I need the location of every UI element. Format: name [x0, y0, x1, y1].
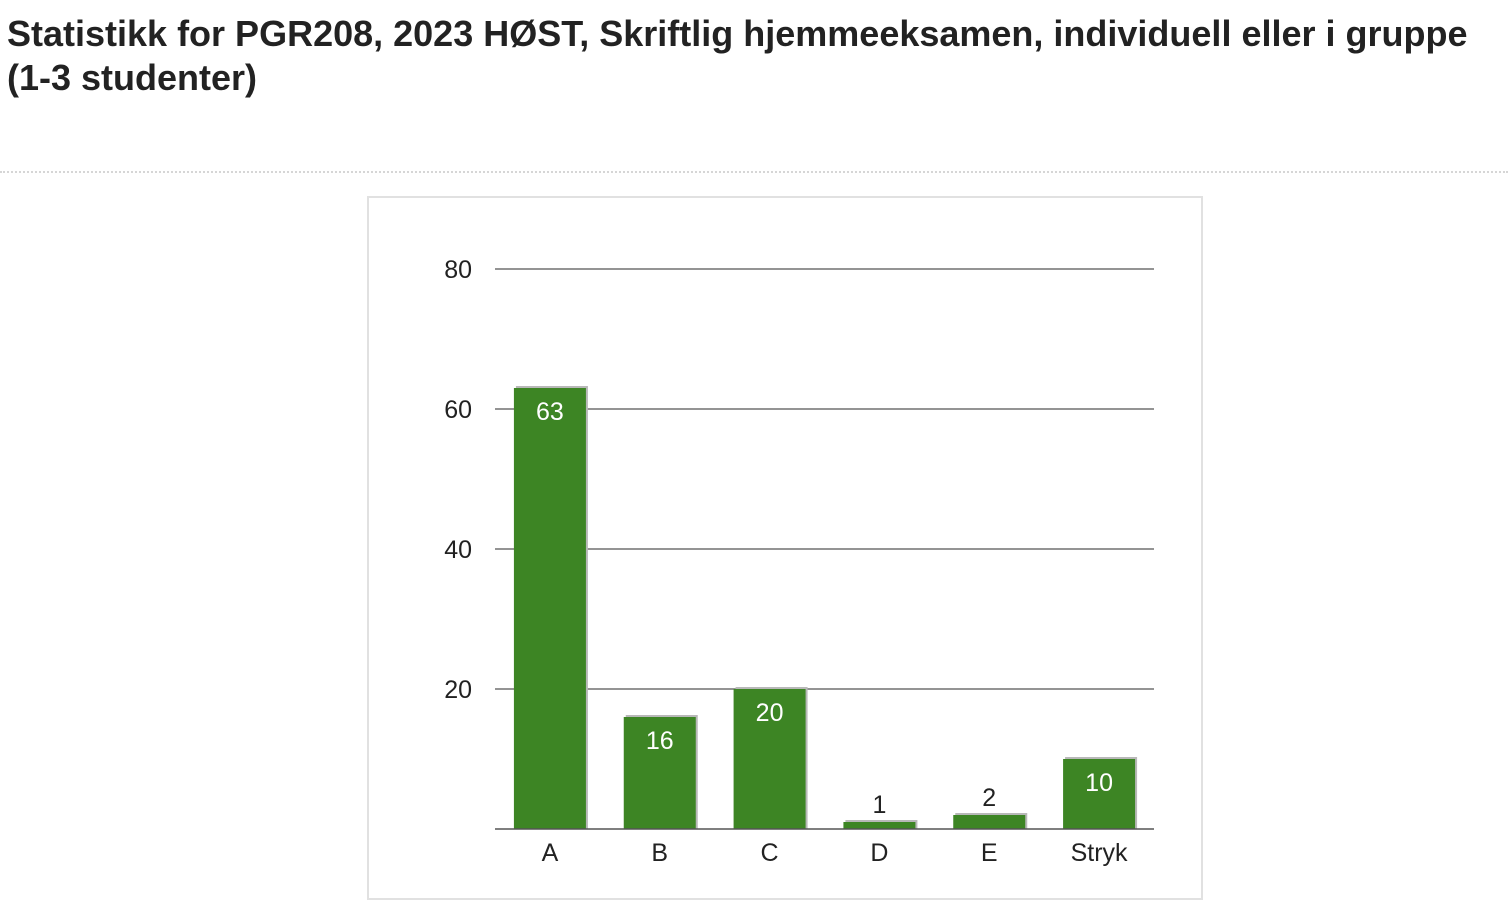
x-axis-categories: A B C D E Stryk	[542, 839, 1128, 867]
x-tick-label: E	[981, 839, 998, 867]
data-labels: 63 16 20 1 2 10	[536, 398, 1113, 819]
data-label: 20	[756, 699, 784, 727]
bar-stryk	[1063, 759, 1136, 829]
data-label: 63	[536, 398, 564, 426]
y-tick-label: 20	[444, 676, 472, 704]
x-tick-label: A	[542, 839, 559, 867]
y-tick-label: 80	[444, 256, 472, 284]
bar-a	[513, 388, 586, 829]
x-tick-label: B	[651, 839, 668, 867]
page-title: Statistikk for PGR208, 2023 HØST, Skrift…	[7, 13, 1468, 98]
x-tick-label: C	[761, 839, 779, 867]
bar-b	[623, 717, 696, 829]
bars	[513, 386, 1138, 829]
y-tick-label: 60	[444, 396, 472, 424]
bar-chart: 20 40 60 80 63 16 20 1 2 10 A B C D E Stryk	[444, 256, 1154, 867]
bar-d	[843, 822, 916, 829]
data-label: 1	[872, 791, 886, 819]
x-tick-label: Stryk	[1071, 839, 1128, 867]
data-label: 10	[1085, 769, 1113, 797]
y-tick-label: 40	[444, 536, 472, 564]
data-label: 16	[646, 727, 674, 755]
section-divider	[0, 171, 1508, 173]
bar-c	[733, 689, 806, 829]
gridlines	[495, 268, 1154, 690]
y-axis-ticks: 20 40 60 80	[444, 256, 472, 704]
chart-container: 20 40 60 80 63 16 20 1 2 10 A B C D E Stryk	[367, 196, 1203, 900]
x-tick-label: D	[870, 839, 888, 867]
data-label: 2	[982, 784, 996, 812]
bar-e	[953, 815, 1026, 829]
